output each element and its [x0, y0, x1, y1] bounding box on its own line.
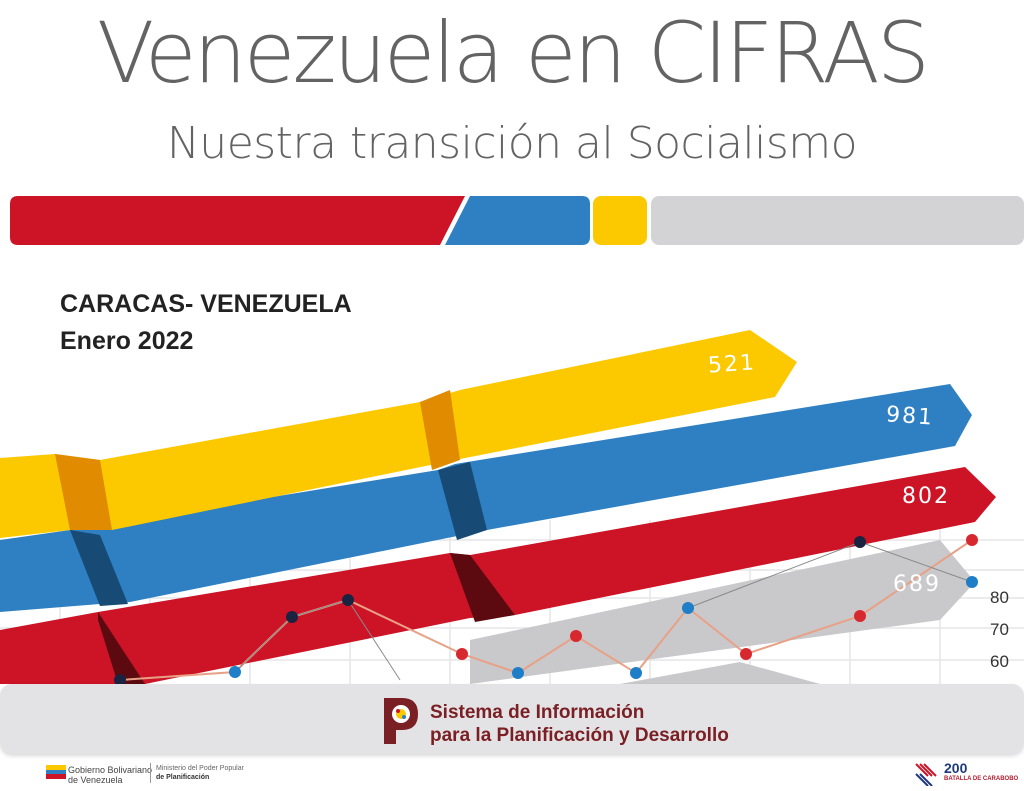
ribbon-blue — [0, 384, 972, 612]
point-dark — [854, 536, 866, 548]
band-label-red: 802 — [902, 484, 950, 509]
gov-name-line-1: Gobierno Bolivariano — [68, 765, 153, 775]
band-label-gray: 689 — [893, 572, 941, 597]
bicentenario-number: 200 — [944, 760, 968, 776]
stripe-red — [10, 196, 465, 245]
location-city: CARACAS- VENEZUELA — [60, 290, 352, 318]
gov-name-line-2: de Venezuela — [68, 775, 123, 785]
stripe-gray — [651, 196, 1024, 245]
point-red — [456, 648, 468, 660]
ministry-name-line-2: de Planificación — [156, 774, 210, 781]
point-blue — [630, 667, 642, 679]
footer-divider — [150, 763, 151, 783]
point-blue — [966, 576, 978, 588]
ministry-name-line-1: Ministerio del Poder Popular — [156, 765, 244, 772]
axis-tick-60: 60 — [990, 652, 1009, 671]
sip-logo-icon — [384, 698, 418, 744]
axis-tick-80: 80 — [990, 588, 1009, 607]
bicentenario-caption: BATALLA DE CARABOBO — [944, 776, 1019, 782]
sip-name-line-2: para la Planificación y Desarrollo — [430, 725, 729, 746]
point-dark — [114, 674, 126, 686]
point-dark — [286, 611, 298, 623]
bicentenario-logo-icon — [915, 763, 937, 786]
axis-tick-70: 70 — [990, 620, 1009, 639]
band-label-blue: 981 — [885, 402, 935, 431]
point-red — [966, 534, 978, 546]
point-red — [570, 630, 582, 642]
point-blue — [512, 667, 524, 679]
point-dark — [342, 594, 354, 606]
ribbon-yellow — [0, 330, 797, 538]
point-blue — [229, 666, 241, 678]
point-red — [740, 648, 752, 660]
location-date: Enero 2022 — [60, 327, 194, 355]
venezuela-flag-icon — [46, 765, 66, 779]
sip-name-line-1: Sistema de Información — [430, 702, 645, 723]
page-title: Venezuela en CIFRAS — [96, 4, 930, 102]
scatter-points — [114, 534, 978, 686]
page-subtitle: Nuestra transición al Socialismo — [166, 118, 858, 169]
footer-banner — [0, 684, 1024, 754]
stripe-yellow — [593, 196, 647, 245]
band-label-yellow: 521 — [707, 350, 757, 379]
ribbon-red — [0, 467, 996, 684]
flag-stripe-bar — [10, 196, 1024, 245]
stripe-blue — [445, 196, 590, 245]
point-red — [854, 610, 866, 622]
point-blue — [682, 602, 694, 614]
